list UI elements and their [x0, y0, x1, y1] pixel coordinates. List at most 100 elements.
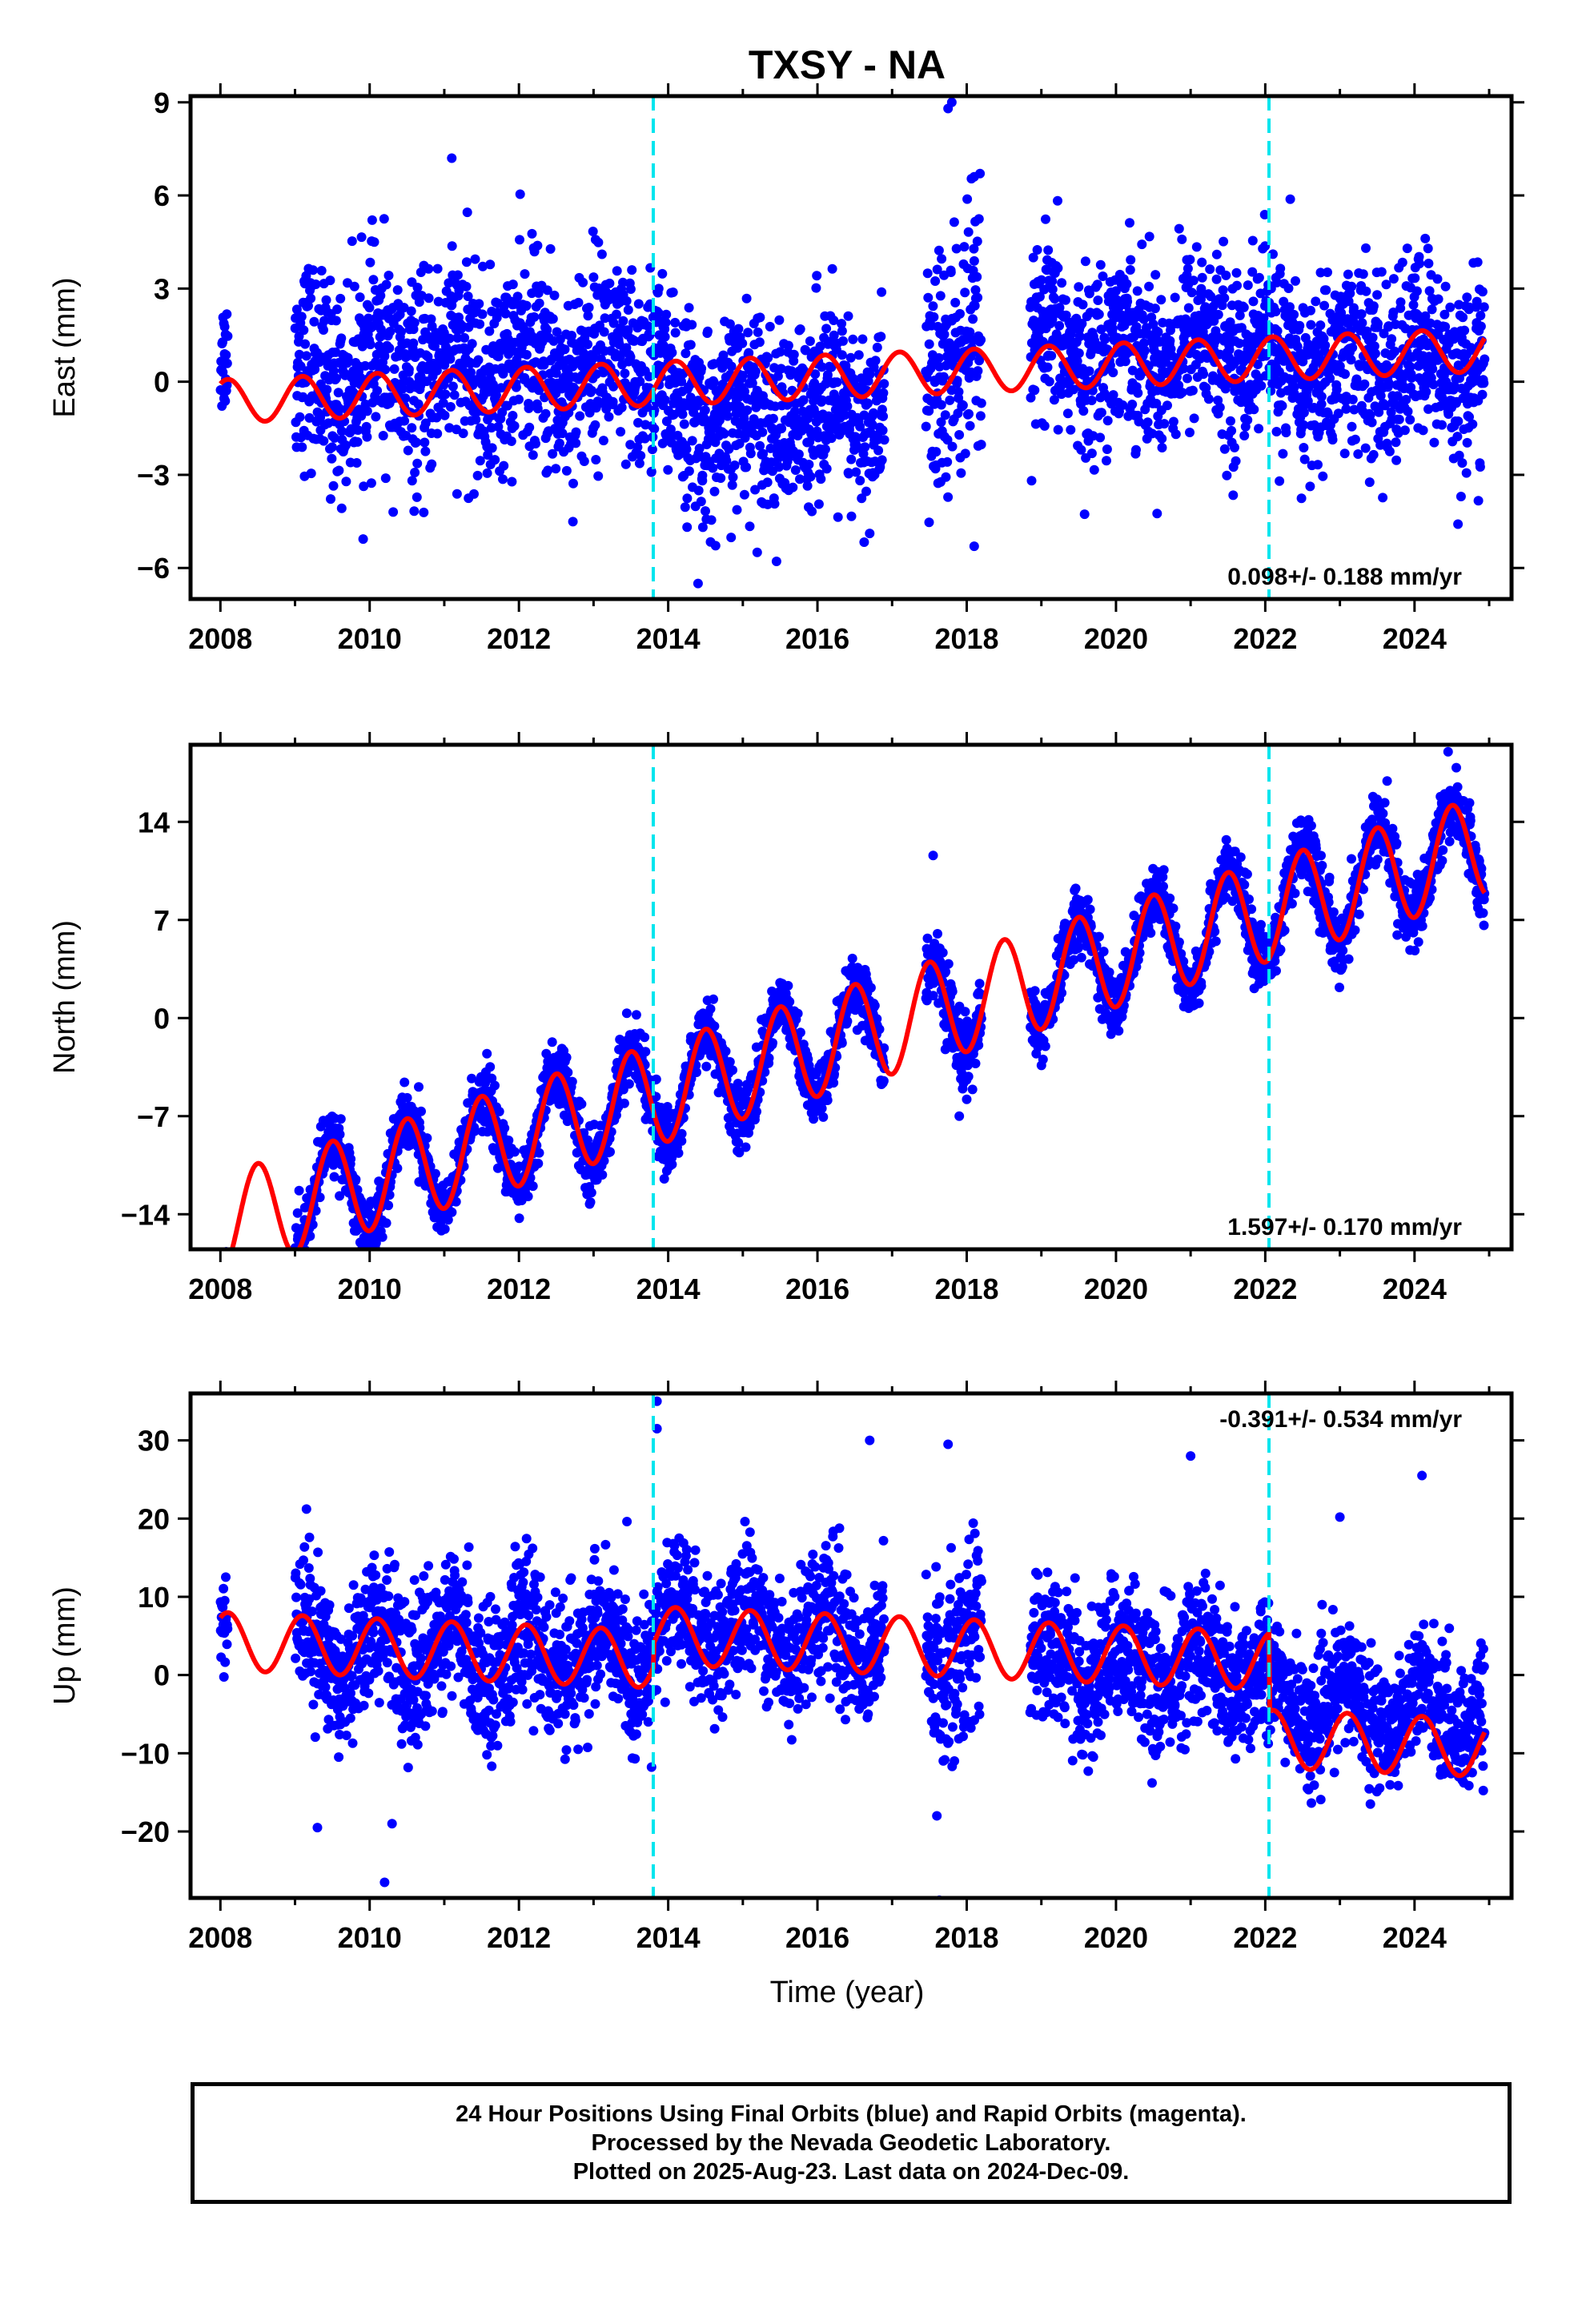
data-point: [384, 1190, 395, 1200]
data-point: [710, 541, 721, 551]
data-point: [1225, 317, 1235, 328]
data-point: [372, 385, 383, 396]
data-point: [333, 388, 343, 398]
data-point: [744, 348, 754, 358]
data-point: [1445, 302, 1456, 312]
data-point: [969, 243, 979, 254]
data-point: [1421, 387, 1431, 397]
data-point: [588, 352, 599, 363]
data-point: [424, 263, 434, 274]
data-point: [677, 409, 688, 420]
data-point: [810, 369, 821, 380]
data-point: [709, 377, 719, 388]
data-point: [1289, 382, 1299, 392]
data-point: [1429, 437, 1439, 448]
data-point: [578, 277, 588, 287]
data-point: [343, 352, 353, 363]
data-point: [430, 1168, 440, 1179]
data-point: [1369, 341, 1379, 352]
data-point: [845, 352, 856, 363]
data-point: [640, 433, 650, 444]
data-point: [331, 316, 341, 326]
data-point: [1388, 308, 1399, 317]
data-point: [677, 1128, 687, 1139]
data-point: [1295, 320, 1305, 331]
data-point: [612, 309, 621, 320]
data-point: [301, 351, 311, 361]
data-point: [1462, 292, 1472, 303]
data-point: [298, 1251, 307, 1261]
data-point: [1096, 324, 1106, 335]
data-point: [500, 1123, 510, 1133]
data-point: [452, 332, 463, 343]
data-point: [298, 1252, 307, 1261]
data-point: [1137, 239, 1147, 250]
data-point: [1053, 263, 1063, 273]
data-point: [402, 1092, 412, 1103]
data-point: [527, 288, 537, 299]
data-point: [700, 405, 710, 416]
data-point: [1395, 297, 1406, 308]
data-point: [321, 295, 331, 305]
data-point: [475, 319, 485, 329]
data-point: [380, 473, 391, 484]
data-point: [1235, 338, 1244, 348]
data-point: [1213, 309, 1223, 320]
data-point: [763, 352, 773, 363]
data-point: [521, 350, 532, 360]
data-point: [725, 1057, 735, 1067]
data-point: [1120, 356, 1130, 367]
data-point: [1211, 274, 1222, 284]
data-point: [471, 415, 481, 424]
data-point: [1151, 398, 1162, 408]
data-point: [879, 379, 889, 389]
data-point: [832, 377, 842, 388]
data-point: [222, 358, 232, 368]
data-point: [741, 293, 752, 304]
data-point: [1054, 320, 1065, 331]
data-point: [788, 482, 798, 493]
data-point: [924, 339, 934, 349]
data-point: [498, 368, 508, 379]
data-point: [560, 344, 570, 355]
data-point: [217, 1256, 227, 1266]
data-point: [1281, 428, 1291, 438]
data-point: [336, 503, 347, 513]
data-point: [1477, 389, 1488, 400]
data-point: [1231, 456, 1241, 466]
data-point: [462, 207, 472, 218]
data-point: [837, 350, 847, 360]
data-point: [1347, 421, 1357, 432]
x-tick-label: 2020: [1084, 622, 1148, 655]
data-point: [474, 299, 484, 309]
data-point: [973, 366, 983, 376]
data-point: [956, 468, 966, 478]
data-point: [963, 227, 974, 237]
data-point: [429, 341, 440, 352]
data-point: [945, 395, 955, 405]
data-point: [608, 381, 619, 392]
data-point: [485, 259, 496, 270]
data-point: [1376, 267, 1387, 277]
data-point: [942, 435, 953, 445]
data-point: [1044, 376, 1054, 387]
y-axis-label-east: East (mm): [48, 277, 82, 417]
data-point: [1291, 275, 1300, 286]
data-point: [687, 436, 697, 446]
data-point: [705, 1003, 716, 1014]
data-point: [1375, 391, 1386, 401]
data-point: [629, 336, 639, 346]
data-point: [408, 338, 419, 348]
data-point: [732, 505, 742, 515]
x-tick-label: 2012: [487, 622, 551, 655]
data-point: [365, 257, 375, 267]
data-point: [1357, 318, 1367, 328]
data-point: [554, 438, 564, 448]
data-point: [739, 413, 749, 424]
data-point: [1132, 286, 1142, 296]
data-point: [783, 340, 793, 351]
data-point: [701, 1061, 712, 1072]
data-point: [1203, 394, 1214, 404]
data-point: [1142, 417, 1153, 428]
